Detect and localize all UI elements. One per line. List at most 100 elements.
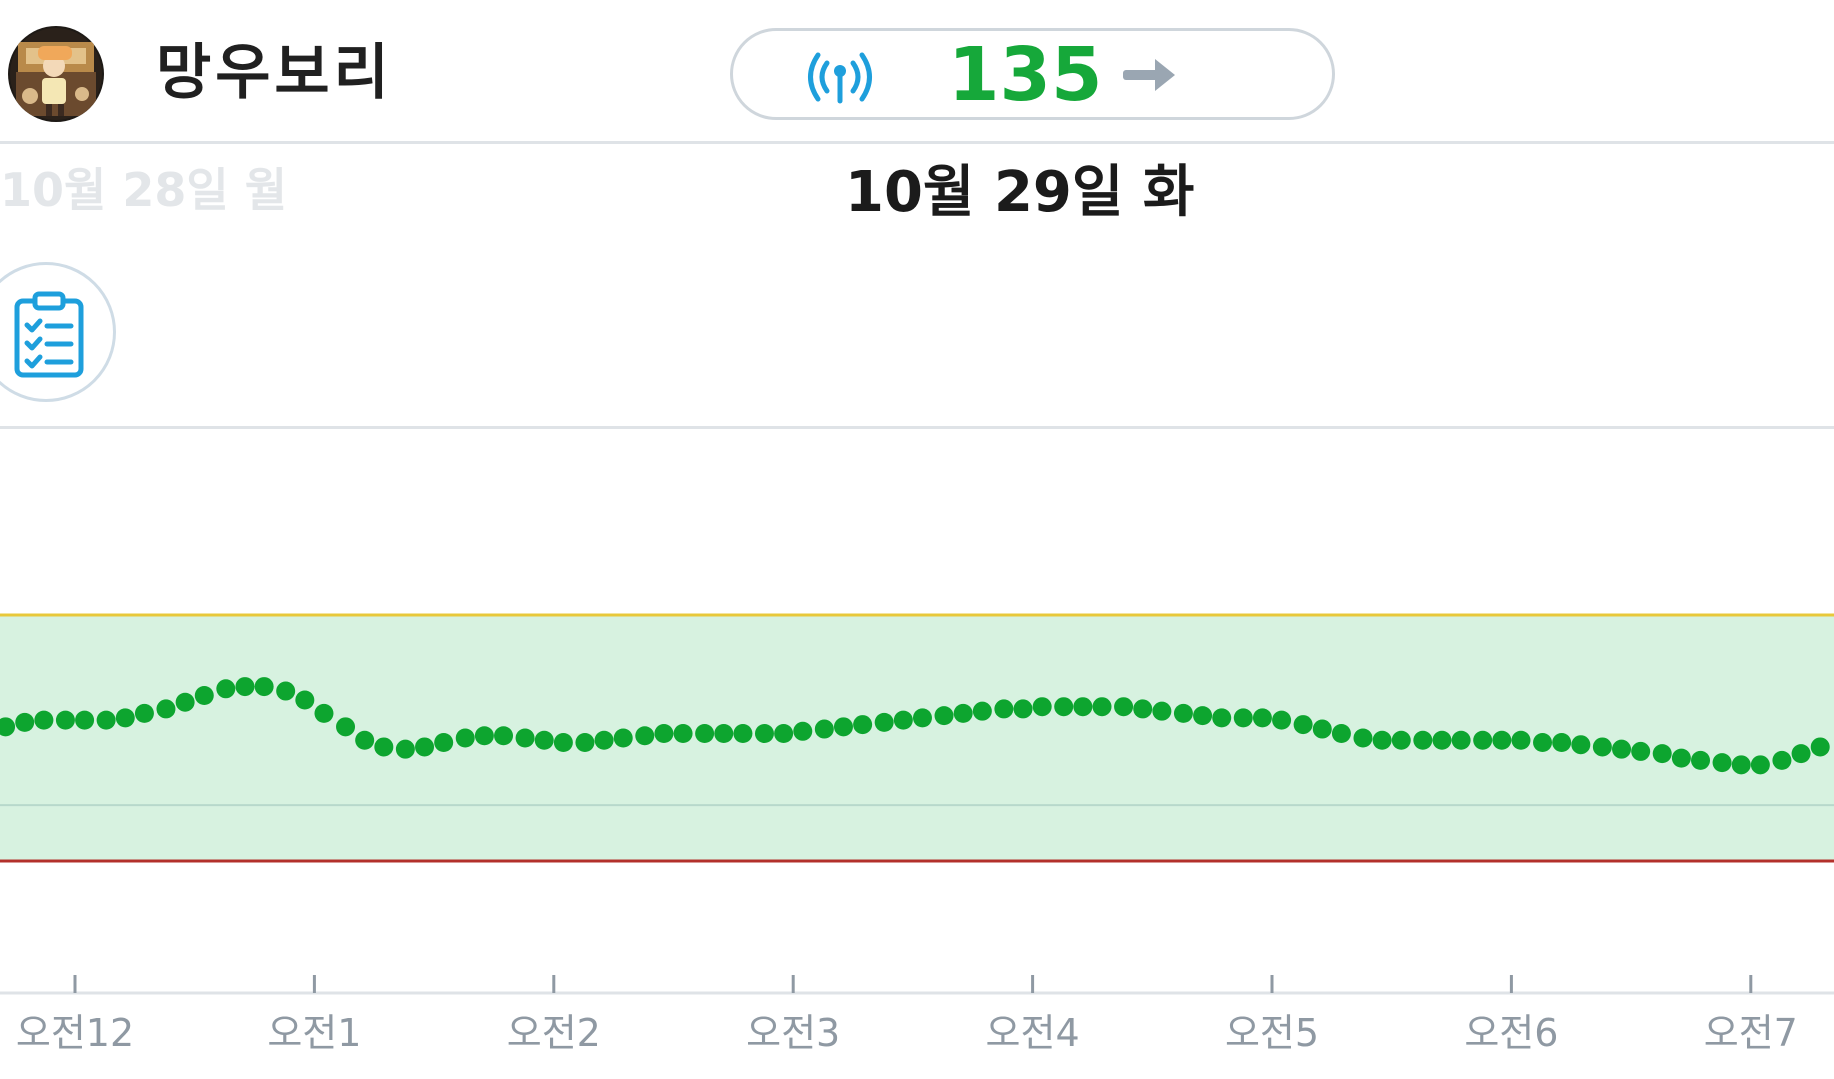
glucose-reading-point xyxy=(1272,710,1292,730)
glucose-reading-point xyxy=(314,703,334,723)
glucose-reading-point xyxy=(1533,732,1553,752)
glucose-reading-point xyxy=(994,699,1014,719)
glucose-reading-point xyxy=(1252,708,1272,728)
glucose-reading-point xyxy=(1432,730,1452,750)
glucose-reading-point xyxy=(874,712,894,732)
glucose-reading-point xyxy=(575,732,595,752)
glucose-reading-point xyxy=(1331,724,1351,744)
glucose-reading-point xyxy=(1372,730,1392,750)
glucose-reading-point xyxy=(912,708,932,728)
glucose-reading-point xyxy=(235,677,255,697)
glucose-reading-point xyxy=(115,708,135,728)
glucose-reading-point xyxy=(1731,755,1751,775)
x-tick-label: 오전3 xyxy=(746,1011,840,1055)
glucose-reading-point xyxy=(754,724,774,744)
previous-day-label[interactable]: 10월 28일 월 xyxy=(0,163,288,217)
glucose-reading-point xyxy=(295,690,315,710)
glucose-reading-point xyxy=(1073,697,1093,717)
glucose-reading-point xyxy=(1032,697,1052,717)
glucose-reading-point xyxy=(1173,703,1193,723)
glucose-reading-point xyxy=(395,739,415,759)
glucose-reading-point xyxy=(134,703,154,723)
x-tick-label: 오전12 xyxy=(16,1011,134,1055)
glucose-reading-point xyxy=(175,692,195,712)
glucose-reading-point xyxy=(1791,744,1811,764)
glucose-reading-point xyxy=(1631,741,1651,761)
glucose-reading-point xyxy=(434,732,454,752)
glucose-reading-point xyxy=(1233,708,1253,728)
x-tick-label: 오전1 xyxy=(267,1011,361,1055)
glucose-reading-point xyxy=(793,721,813,741)
glucose-reading-point xyxy=(1592,737,1612,757)
glucose-reading-point xyxy=(1691,750,1711,770)
glucose-reading-point xyxy=(515,728,535,748)
glucose-chart[interactable]: 오전12 오전1 오전2 오전3 오전4 오전5 오전6 오전7 xyxy=(0,429,1834,1079)
glucose-reading-point xyxy=(254,677,274,697)
x-tick-label: 오전7 xyxy=(1704,1011,1798,1055)
glucose-reading-point xyxy=(553,732,573,752)
glucose-reading-point xyxy=(972,701,992,721)
current-reading-pill[interactable]: 135 xyxy=(730,28,1335,120)
glucose-reading-point xyxy=(613,728,633,748)
glucose-reading-point xyxy=(75,710,95,730)
glucose-reading-point xyxy=(1612,739,1632,759)
header-bar: 망우보리 135 xyxy=(0,0,1834,144)
glucose-reading-point xyxy=(733,724,753,744)
glucose-reading-point xyxy=(833,717,853,737)
glucose-reading-point xyxy=(1671,748,1691,768)
glucose-reading-point xyxy=(714,724,734,744)
glucose-reading-point xyxy=(34,710,54,730)
glucose-reading-point xyxy=(1652,744,1672,764)
glucose-reading-point xyxy=(1293,715,1313,735)
glucose-reading-point xyxy=(695,724,715,744)
x-tick-label: 오전5 xyxy=(1225,1011,1319,1055)
trend-arrow-right-icon xyxy=(1123,59,1175,91)
glucose-reading-point xyxy=(474,726,494,746)
glucose-reading-point xyxy=(1054,697,1074,717)
glucose-reading-point xyxy=(934,706,954,726)
glucose-reading-point xyxy=(1511,730,1531,750)
glucose-reading-point xyxy=(1712,753,1732,773)
glucose-reading-point xyxy=(673,724,693,744)
glucose-reading-point xyxy=(1353,728,1373,748)
x-tick-label: 오전4 xyxy=(986,1011,1080,1055)
avatar[interactable] xyxy=(8,26,104,122)
glucose-value: 135 xyxy=(948,32,1103,118)
glucose-reading-point xyxy=(1750,755,1770,775)
glucose-reading-point xyxy=(0,717,16,737)
glucose-reading-point xyxy=(534,730,554,750)
avatar-image xyxy=(10,28,102,120)
glucose-reading-point xyxy=(156,699,176,719)
x-tick-label: 오전2 xyxy=(507,1011,601,1055)
glucose-reading-point xyxy=(1133,699,1153,719)
glucose-reading-point xyxy=(953,703,973,723)
glucose-reading-point xyxy=(194,686,214,706)
glucose-reading-point xyxy=(774,724,794,744)
glucose-reading-point xyxy=(1571,735,1591,755)
glucose-reading-point xyxy=(1212,708,1232,728)
glucose-reading-point xyxy=(1013,699,1033,719)
glucose-reading-point xyxy=(1391,730,1411,750)
signal-icon xyxy=(808,52,872,104)
username: 망우보리 xyxy=(156,38,393,108)
glucose-reading-point xyxy=(96,710,116,730)
glucose-reading-point xyxy=(635,726,655,746)
glucose-reading-point xyxy=(1114,697,1134,717)
glucose-chart-svg: 오전12 오전1 오전2 오전3 오전4 오전5 오전6 오전7 xyxy=(0,613,1834,1055)
glucose-reading-point xyxy=(276,681,296,701)
glucose-reading-point xyxy=(814,719,834,739)
glucose-reading-point xyxy=(494,726,514,746)
glucose-reading-point xyxy=(1492,730,1512,750)
glucose-reading-point xyxy=(1772,750,1792,770)
glucose-reading-point xyxy=(654,724,674,744)
notes-button[interactable] xyxy=(0,262,116,402)
glucose-reading-point xyxy=(1451,730,1471,750)
glucose-reading-point xyxy=(1152,701,1172,721)
glucose-reading-point xyxy=(355,730,375,750)
glucose-reading-point xyxy=(1473,730,1493,750)
glucose-reading-point xyxy=(1552,732,1572,752)
glucose-reading-point xyxy=(15,712,35,732)
section-divider xyxy=(0,426,1834,429)
glucose-reading-point xyxy=(1092,697,1112,717)
